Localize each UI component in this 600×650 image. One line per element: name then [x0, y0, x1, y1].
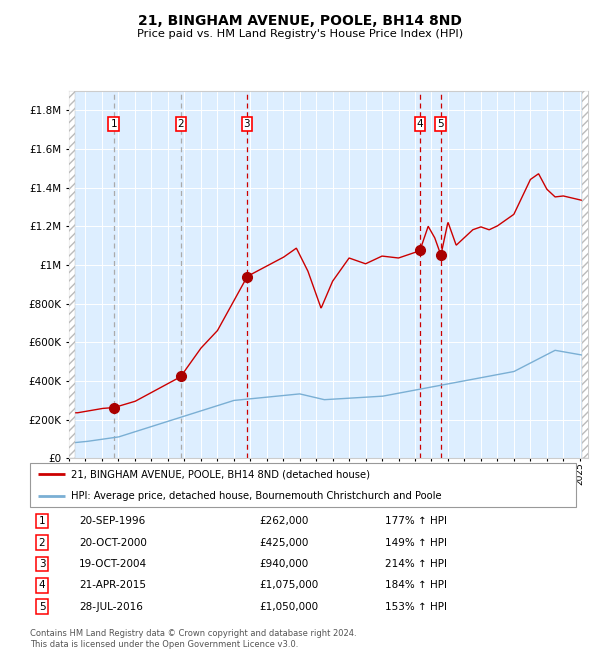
Text: 149% ↑ HPI: 149% ↑ HPI	[385, 538, 447, 547]
Bar	[69, 91, 75, 458]
Text: 2: 2	[178, 119, 184, 129]
Text: £940,000: £940,000	[259, 559, 308, 569]
Text: £1,050,000: £1,050,000	[259, 602, 319, 612]
Text: 19-OCT-2004: 19-OCT-2004	[79, 559, 147, 569]
Text: 1: 1	[110, 119, 117, 129]
Text: 184% ↑ HPI: 184% ↑ HPI	[385, 580, 447, 590]
Text: 3: 3	[38, 559, 46, 569]
Text: 153% ↑ HPI: 153% ↑ HPI	[385, 602, 447, 612]
Text: 4: 4	[416, 119, 423, 129]
Text: 5: 5	[38, 602, 46, 612]
Text: 214% ↑ HPI: 214% ↑ HPI	[385, 559, 447, 569]
Text: 3: 3	[244, 119, 250, 129]
Text: £1,075,000: £1,075,000	[259, 580, 319, 590]
Text: 4: 4	[38, 580, 46, 590]
Text: 21, BINGHAM AVENUE, POOLE, BH14 8ND (detached house): 21, BINGHAM AVENUE, POOLE, BH14 8ND (det…	[71, 469, 370, 479]
Text: 2: 2	[38, 538, 46, 547]
Text: £425,000: £425,000	[259, 538, 308, 547]
Text: This data is licensed under the Open Government Licence v3.0.: This data is licensed under the Open Gov…	[30, 640, 298, 649]
Text: Price paid vs. HM Land Registry's House Price Index (HPI): Price paid vs. HM Land Registry's House …	[137, 29, 463, 39]
Text: 21, BINGHAM AVENUE, POOLE, BH14 8ND: 21, BINGHAM AVENUE, POOLE, BH14 8ND	[138, 14, 462, 29]
Text: 5: 5	[437, 119, 444, 129]
Text: Contains HM Land Registry data © Crown copyright and database right 2024.: Contains HM Land Registry data © Crown c…	[30, 629, 356, 638]
Text: 20-OCT-2000: 20-OCT-2000	[79, 538, 147, 547]
Text: 28-JUL-2016: 28-JUL-2016	[79, 602, 143, 612]
FancyBboxPatch shape	[30, 463, 576, 507]
Bar	[582, 91, 590, 458]
Text: 1: 1	[38, 516, 46, 526]
Text: £262,000: £262,000	[259, 516, 308, 526]
Text: 20-SEP-1996: 20-SEP-1996	[79, 516, 145, 526]
Text: 177% ↑ HPI: 177% ↑ HPI	[385, 516, 447, 526]
Text: HPI: Average price, detached house, Bournemouth Christchurch and Poole: HPI: Average price, detached house, Bour…	[71, 491, 442, 501]
Text: 21-APR-2015: 21-APR-2015	[79, 580, 146, 590]
